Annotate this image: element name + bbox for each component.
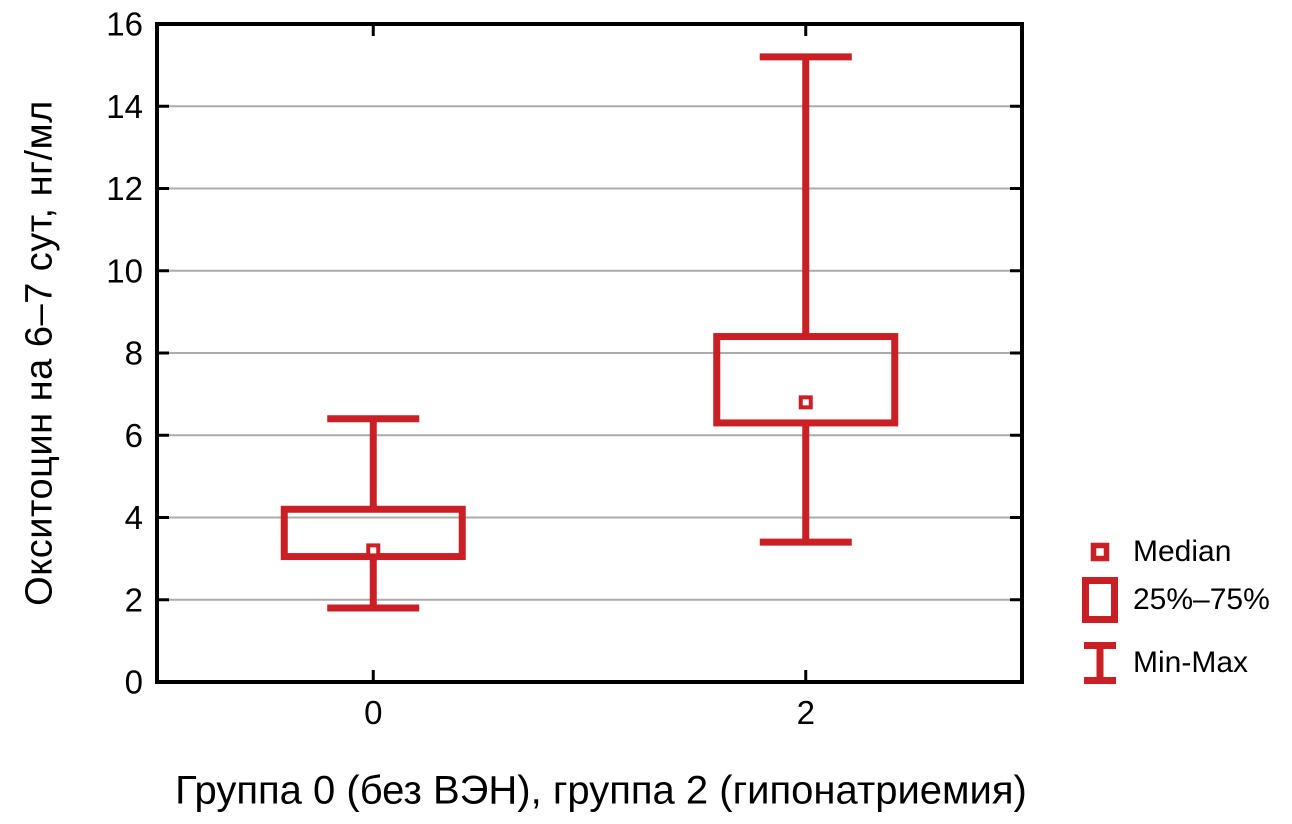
y-tick-label: 14 (106, 88, 143, 125)
legend-label-box: 25%–75% (1133, 583, 1270, 616)
min-max-whisker-icon (1082, 639, 1118, 687)
x-tick-label: 0 (364, 694, 382, 731)
y-tick-label: 2 (125, 581, 143, 618)
box-25-75-icon (1082, 577, 1118, 623)
legend-item-median: Median (1082, 535, 1270, 568)
x-axis-title: Группа 0 (без ВЭН), группа 2 (гипонатрие… (175, 768, 1027, 813)
y-tick-label: 10 (106, 252, 143, 289)
legend-item-minmax: Min-Max (1082, 639, 1270, 687)
legend: Median 25%–75% Min-Max (1082, 535, 1270, 687)
legend-item-box: 25%–75% (1082, 577, 1270, 623)
y-tick-label: 16 (106, 6, 143, 43)
iqr-box (713, 333, 899, 427)
median-square-icon (1082, 541, 1118, 563)
y-axis-title: Окситоцин на 6–7 сут, нг/мл (18, 100, 61, 606)
median-marker (798, 395, 813, 410)
y-tick-label: 4 (125, 499, 143, 536)
y-tick-label: 6 (125, 417, 143, 454)
x-tick-label: 2 (797, 694, 815, 731)
legend-label-median: Median (1133, 535, 1232, 568)
y-tick-label: 12 (106, 170, 143, 207)
y-tick-label: 8 (125, 335, 143, 372)
median-marker (366, 543, 381, 558)
y-tick-label: 0 (125, 664, 143, 701)
legend-label-minmax: Min-Max (1133, 646, 1249, 679)
